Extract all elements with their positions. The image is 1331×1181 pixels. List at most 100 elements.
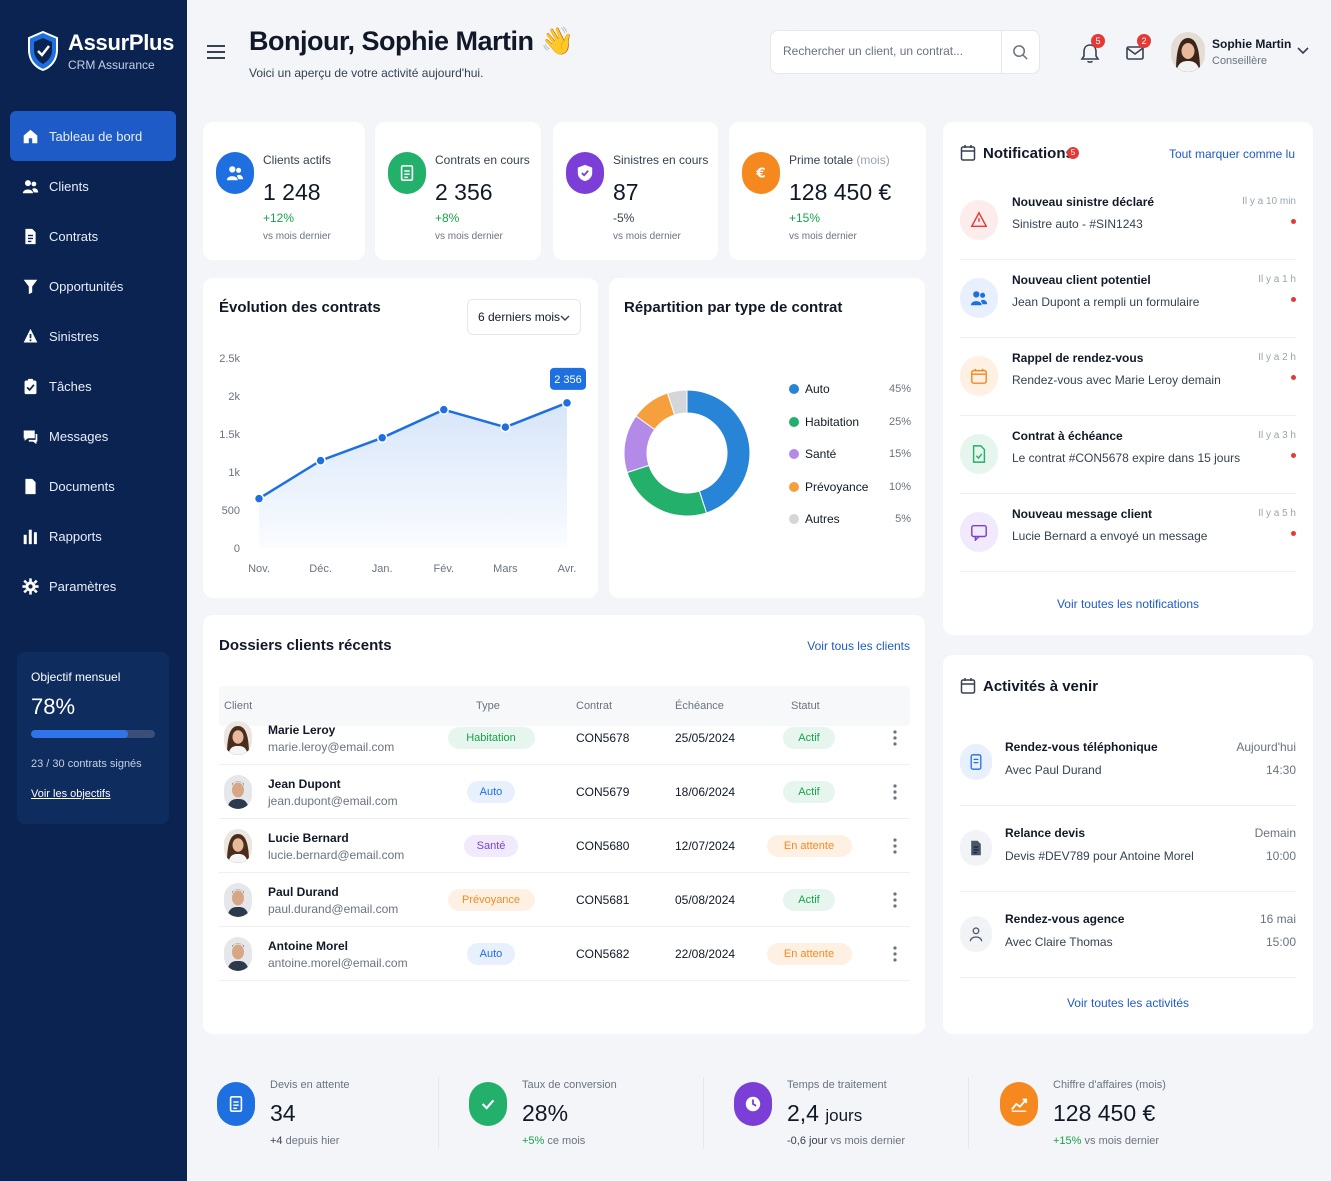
status-badge: Actif [782, 781, 836, 803]
see-all-clients-link[interactable]: Voir tous les clients [807, 639, 910, 653]
kpi-label: Contrats en cours [435, 153, 530, 167]
avatar-woman-icon [224, 721, 252, 755]
client-name[interactable]: Lucie Bernard [268, 831, 349, 845]
mail-count-badge: 2 [1137, 34, 1151, 48]
more-options-icon[interactable] [891, 783, 899, 801]
chevron-down-icon[interactable] [1297, 46, 1309, 56]
notification-item[interactable]: Rappel de rendez-vous Rendez-vous avec M… [960, 338, 1296, 416]
client-name[interactable]: Antoine Morel [268, 939, 348, 953]
sidebar-item-5[interactable]: Tâches [10, 361, 176, 411]
kpi-icon-wrap [566, 152, 604, 194]
notification-time: Il y a 3 h [1258, 430, 1296, 441]
legend-percent: 15% [888, 448, 911, 460]
table-row[interactable]: Lucie Bernard lucie.bernard@email.com Sa… [219, 819, 910, 873]
see-all-notifications-link[interactable]: Voir toutes les notifications [1056, 597, 1200, 611]
bottom-stat-unit: jours [825, 1106, 863, 1125]
sidebar-item-8[interactable]: Rapports [10, 511, 176, 561]
bottom-stat-value: 128 450 € [1053, 1100, 1156, 1126]
sidebar-item-label: Tableau de bord [49, 128, 143, 144]
notification-title: Rappel de rendez-vous [1012, 351, 1144, 365]
legend-label: Autres [805, 512, 840, 526]
bottom-stat-value: 34 [270, 1100, 296, 1126]
donut-slice-habitation[interactable] [626, 464, 708, 517]
sidebar-item-7[interactable]: Documents [10, 461, 176, 511]
client-name[interactable]: Jean Dupont [268, 777, 341, 791]
legend-item: Santé 15% [789, 447, 911, 461]
sidebar-item-9[interactable]: Paramètres [10, 561, 176, 611]
table-row[interactable]: Jean Dupont jean.dupont@email.com Auto C… [219, 765, 910, 819]
sidebar-item-2[interactable]: Contrats [10, 211, 176, 261]
sidebar-item-3[interactable]: Opportunités [10, 261, 176, 311]
legend-percent: 25% [888, 415, 911, 428]
goal-title: Objectif mensuel [31, 670, 121, 684]
sidebar-item-4[interactable]: Sinistres [10, 311, 176, 361]
line-point[interactable] [561, 397, 573, 409]
donut-slice-autres[interactable] [666, 389, 688, 416]
line-point[interactable] [253, 493, 265, 504]
mail-icon[interactable] [1124, 42, 1146, 64]
warning-icon [970, 211, 988, 228]
client-name[interactable]: Paul Durand [268, 885, 339, 899]
phone-icon [970, 754, 982, 770]
sidebar-item-label: Tâches [49, 378, 92, 394]
more-options-icon[interactable] [891, 837, 899, 855]
see-goals-link[interactable]: Voir les objectifs [31, 788, 111, 800]
bottom-stat-value: 2,4 jours [787, 1100, 863, 1126]
line-point[interactable] [500, 421, 511, 433]
activity-title: Rendez-vous agence [1005, 912, 1125, 926]
kpi-card-3[interactable]: € Prime totale (mois) 128 450 € +15% vs … [729, 122, 926, 260]
sidebar-item-1[interactable]: Clients [10, 161, 176, 211]
user-avatar[interactable] [1171, 32, 1205, 72]
column-due-date: Échéance [675, 700, 724, 712]
contract-icon [400, 164, 414, 182]
donut-slice-auto[interactable] [686, 389, 751, 514]
table-row[interactable]: Antoine Morel antoine.morel@email.com Au… [219, 927, 910, 981]
table-row[interactable]: Paul Durand paul.durand@email.com Prévoy… [219, 873, 910, 927]
activity-item[interactable]: Rendez-vous agence Avec Claire Thomas 16… [960, 892, 1296, 978]
sidebar: AssurPlus CRM Assurance Tableau de bord C… [0, 0, 187, 1181]
user-name[interactable]: Sophie Martin [1212, 37, 1292, 51]
notification-description: Sinistre auto - #SIN1243 [1012, 217, 1143, 231]
table-row[interactable]: Marie Leroy marie.leroy@email.com Habita… [219, 711, 910, 765]
activity-item[interactable]: Rendez-vous téléphonique Avec Paul Duran… [960, 720, 1296, 806]
line-point[interactable] [315, 455, 326, 466]
brand-logo[interactable]: AssurPlus CRM Assurance [27, 30, 174, 72]
contracts-line-chart: 0 500 1k 1.5k 2k 2.5k Nov. Déc. Jan. Fév. Mars Avr.… [219, 353, 586, 575]
sidebar-item-6[interactable]: Messages [10, 411, 176, 461]
client-avatar [224, 937, 252, 971]
notification-item[interactable]: Nouveau message client Lucie Bernard a e… [960, 494, 1296, 572]
sidebar-item-label: Documents [49, 478, 115, 494]
mark-all-read-link[interactable]: Tout marquer comme lu [1168, 147, 1295, 161]
menu-toggle-icon[interactable] [207, 44, 225, 60]
client-name[interactable]: Marie Leroy [268, 723, 336, 737]
x-tick-label: Déc. [309, 563, 332, 575]
notifications-count-badge: 5 [1067, 147, 1079, 159]
brand-subtitle: CRM Assurance [68, 58, 155, 72]
activity-item[interactable]: Relance devis Devis #DEV789 pour Antoine… [960, 806, 1296, 892]
more-options-icon[interactable] [891, 729, 899, 747]
line-point[interactable] [438, 404, 450, 415]
sidebar-item-0[interactable]: Tableau de bord [10, 111, 176, 161]
notification-item[interactable]: Nouveau sinistre déclaré Sinistre auto -… [960, 182, 1296, 260]
funnel-icon [23, 279, 38, 294]
line-point[interactable] [376, 432, 388, 444]
search-icon[interactable] [1012, 44, 1029, 61]
notification-description: Lucie Bernard a envoyé un message [1012, 529, 1208, 543]
legend-percent: 45% [888, 383, 911, 395]
legend-item: Autres 5% [789, 512, 911, 526]
more-options-icon[interactable] [891, 945, 899, 963]
legend-swatch [789, 481, 799, 492]
period-select[interactable]: 6 derniers mois [467, 299, 581, 335]
kpi-card-1[interactable]: Contrats en cours 2 356 +8% vs mois dern… [375, 122, 541, 260]
legend-swatch [789, 514, 799, 524]
activity-icon-wrap [960, 916, 992, 952]
search-input[interactable] [783, 44, 993, 58]
kpi-card-2[interactable]: Sinistres en cours 87 -5% vs mois dernie… [553, 122, 718, 260]
kpi-value: 2 356 [435, 179, 493, 205]
kpi-card-0[interactable]: Clients actifs 1 248 +12% vs mois dernie… [203, 122, 365, 260]
see-all-activities-link[interactable]: Voir toutes les activités [1066, 996, 1190, 1010]
more-options-icon[interactable] [891, 891, 899, 909]
person-icon [969, 927, 983, 942]
notification-item[interactable]: Contrat à échéance Le contrat #CON5678 e… [960, 416, 1296, 494]
notification-item[interactable]: Nouveau client potentiel Jean Dupont a r… [960, 260, 1296, 338]
